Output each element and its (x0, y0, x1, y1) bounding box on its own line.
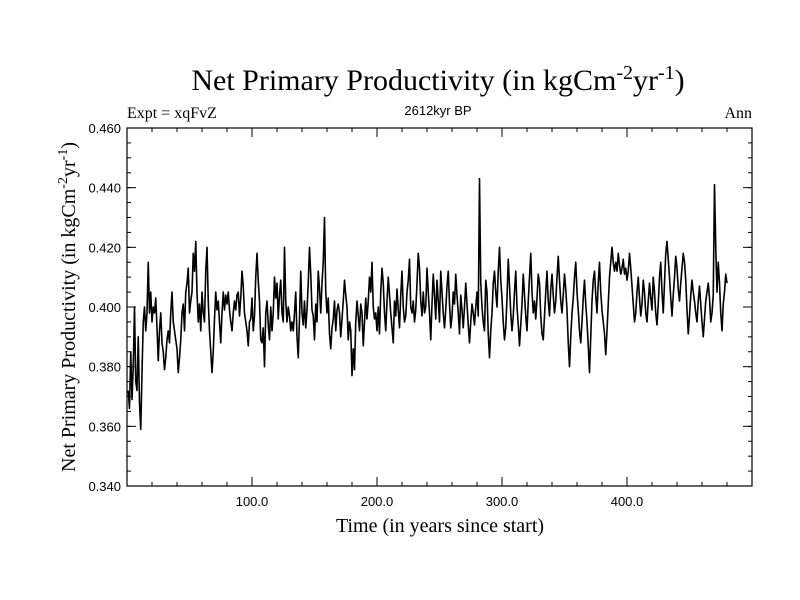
y-tick-label: 0.360 (88, 419, 121, 434)
experiment-label: Expt = xqFvZ (127, 105, 217, 122)
x-axis-label: Time (in years since start) (336, 515, 544, 537)
y-tick-label: 0.420 (88, 240, 121, 255)
y-tick-label: 0.380 (88, 360, 121, 375)
axis-ticks: 0.340 0.360 0.380 0.400 0.420 0.440 0.460 100.0… (88, 121, 753, 509)
y-tick-label: 0.340 (88, 479, 121, 494)
x-tick-label: 300.0 (486, 494, 519, 509)
y-axis-label: Net Primary Productivity (in kgCm-2yr-1) (56, 142, 80, 472)
x-tick-label: 200.0 (361, 494, 394, 509)
x-tick-label: 100.0 (236, 494, 269, 509)
series-group (127, 177, 728, 431)
period-label: 2612kyr BP (404, 103, 471, 118)
season-label: Ann (724, 105, 752, 122)
y-tick-label: 0.440 (88, 181, 121, 196)
chart-title: Net Primary Productivity (in kgCm-2yr-1) (191, 62, 684, 97)
y-tick-label: 0.400 (88, 300, 121, 315)
y-tick-label: 0.460 (88, 121, 121, 136)
series-line (127, 177, 728, 431)
x-tick-label: 400.0 (611, 494, 644, 509)
